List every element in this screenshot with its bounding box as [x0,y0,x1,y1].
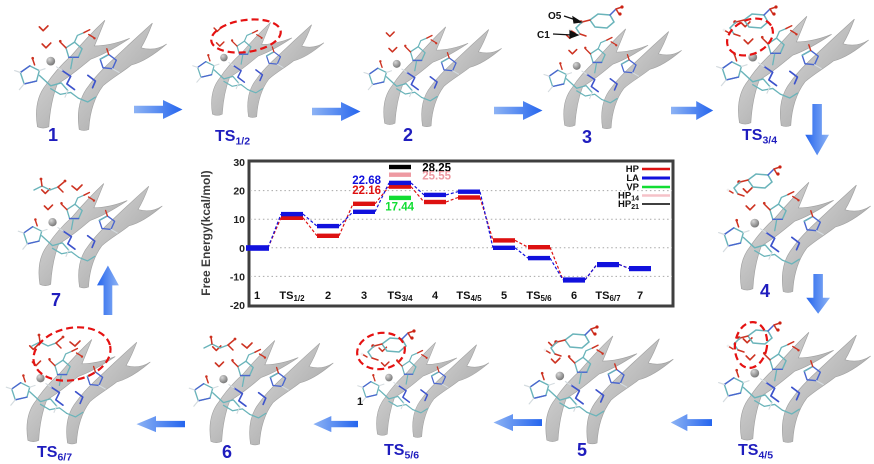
svg-text:20: 20 [233,186,245,198]
svg-text:7: 7 [637,290,643,302]
svg-text:7: 7 [51,290,61,310]
svg-text:28.25: 28.25 [422,163,451,175]
svg-text:1: 1 [48,125,58,145]
svg-text:5: 5 [501,290,507,302]
svg-text:3: 3 [361,290,367,302]
svg-text:6: 6 [571,290,577,302]
svg-text:0: 0 [239,243,245,255]
svg-text:1: 1 [254,290,260,302]
svg-text:5: 5 [577,440,587,460]
svg-text:TS6/7: TS6/7 [595,290,621,303]
svg-text:C1: C1 [537,30,550,41]
svg-text:2: 2 [403,125,413,145]
svg-text:30: 30 [233,157,245,169]
svg-text:4: 4 [760,281,770,301]
svg-text:1: 1 [357,396,363,408]
svg-text:6: 6 [222,442,232,462]
svg-text:TS5/6: TS5/6 [526,290,552,303]
svg-text:17.44: 17.44 [385,202,414,214]
svg-text:25.55: 25.55 [422,171,451,183]
svg-text:4: 4 [432,290,439,302]
svg-text:TS3/4: TS3/4 [387,290,413,303]
svg-text:TS4/5: TS4/5 [456,290,482,303]
svg-text:VP: VP [626,182,639,193]
svg-text:LA: LA [626,173,639,184]
svg-text:O5: O5 [548,11,562,22]
svg-text:22.68: 22.68 [352,175,381,187]
svg-text:TS1/2: TS1/2 [279,290,305,303]
svg-text:2: 2 [325,290,331,302]
svg-text:3: 3 [582,127,592,147]
svg-text:Free Energy(kcal/mol): Free Energy(kcal/mol) [199,170,213,295]
svg-text:HP: HP [626,164,640,175]
svg-text:-10: -10 [230,271,245,283]
svg-text:-20: -20 [230,300,245,312]
svg-text:10: 10 [233,214,245,226]
svg-text:22.16: 22.16 [352,185,381,197]
